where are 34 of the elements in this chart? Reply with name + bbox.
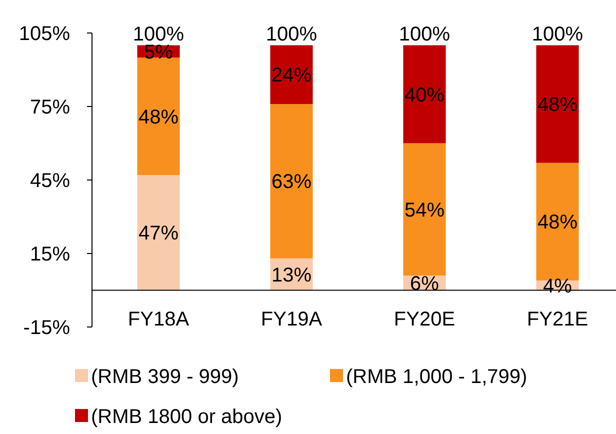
data-label: 54%	[404, 199, 445, 222]
data-label: 48%	[138, 106, 179, 128]
y-tick-label: 75%	[30, 96, 70, 118]
bar	[536, 45, 579, 163]
y-tick-label: 105%	[18, 23, 70, 45]
y-tick-label: 15%	[30, 244, 70, 266]
total-label: 100%	[266, 23, 318, 46]
y-tick-label: -15%	[23, 317, 70, 339]
total-label: 100%	[132, 23, 184, 46]
x-tick-label: FY21E	[526, 308, 588, 330]
legend-label: (RMB 399 - 999)	[91, 366, 239, 388]
bar	[403, 45, 446, 144]
data-label: 48%	[537, 94, 578, 116]
x-tick-label: FY20E	[394, 308, 456, 330]
bar	[270, 104, 313, 258]
data-label: 48%	[537, 212, 578, 234]
data-label: 6%	[410, 272, 440, 295]
legend-label: (RMB 1,000 - 1,799)	[346, 366, 528, 388]
data-label: 24%	[271, 64, 312, 87]
data-label: 63%	[271, 171, 312, 194]
bar	[536, 162, 579, 280]
bar	[137, 175, 180, 290]
total-label: 100%	[532, 23, 584, 46]
total-label: 100%	[398, 23, 450, 46]
x-tick-label: FY18A	[128, 308, 190, 330]
data-label: 40%	[404, 84, 445, 106]
x-tick-label: FY19A	[260, 308, 323, 330]
bar	[137, 58, 180, 176]
bar	[403, 143, 446, 276]
legend-label: (RMB 1800 or above)	[91, 406, 282, 428]
y-tick-label: 45%	[30, 170, 70, 192]
data-label: 13%	[271, 264, 312, 286]
bar	[270, 45, 313, 104]
data-label: 47%	[138, 222, 179, 245]
